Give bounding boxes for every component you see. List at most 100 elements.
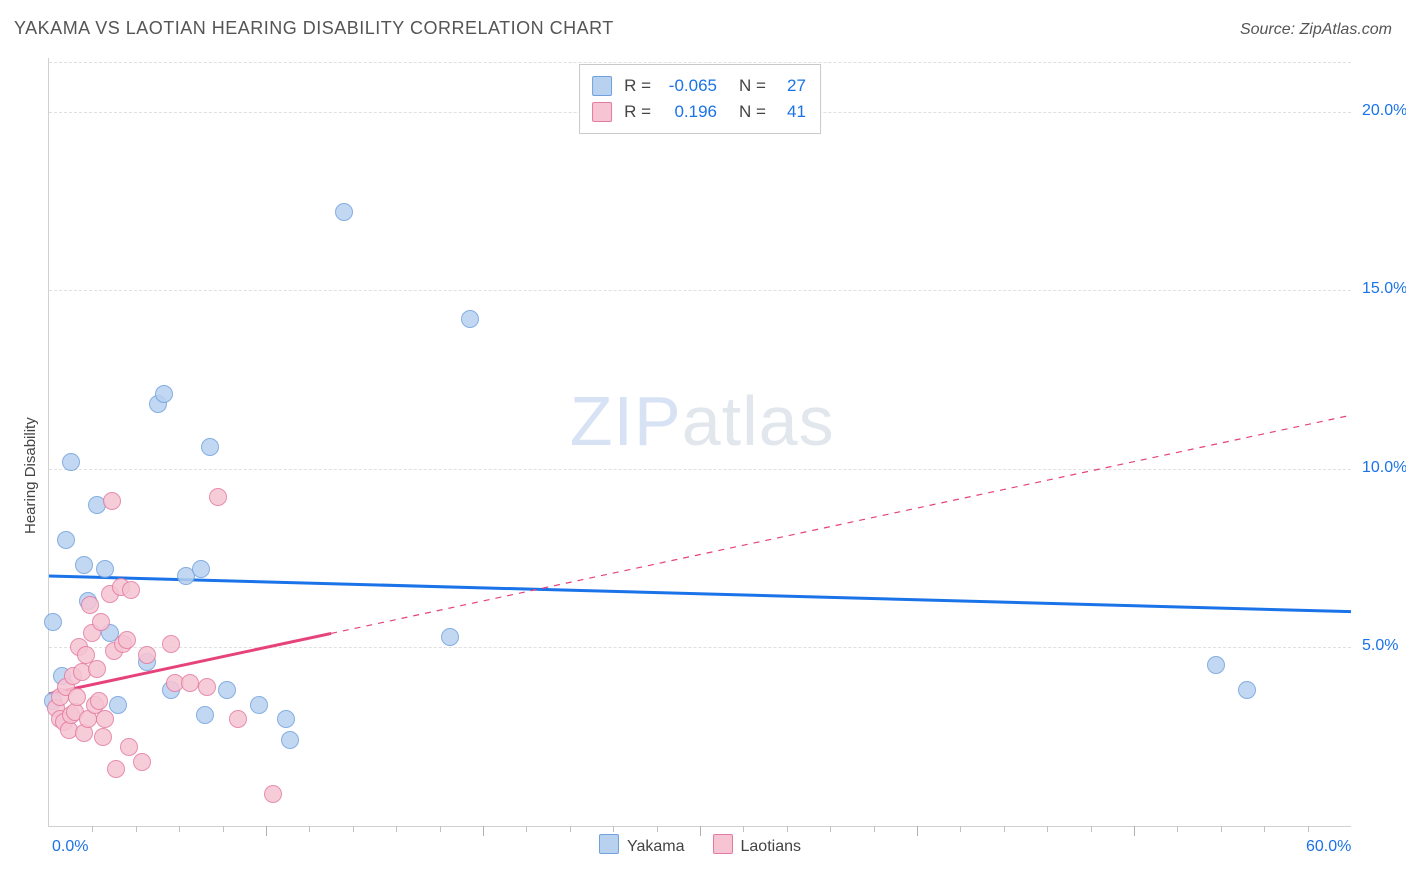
- scatter-point: [90, 692, 108, 710]
- scatter-point: [461, 310, 479, 328]
- stats-n-value: 27: [778, 73, 806, 99]
- x-tick-label: 0.0%: [52, 838, 88, 856]
- x-minor-tick: [1091, 826, 1092, 832]
- scatter-point: [277, 710, 295, 728]
- chart-title: YAKAMA VS LAOTIAN HEARING DISABILITY COR…: [14, 18, 614, 39]
- x-minor-tick: [309, 826, 310, 832]
- y-tick-label: 5.0%: [1362, 637, 1398, 655]
- trend-solid: [49, 576, 1351, 612]
- scatter-point: [122, 581, 140, 599]
- scatter-point: [88, 660, 106, 678]
- scatter-point: [229, 710, 247, 728]
- x-minor-tick: [830, 826, 831, 832]
- scatter-point: [75, 556, 93, 574]
- legend-bottom: Yakama Laotians: [599, 834, 801, 856]
- y-tick-label: 15.0%: [1362, 280, 1406, 298]
- chart-container: YAKAMA VS LAOTIAN HEARING DISABILITY COR…: [0, 0, 1406, 892]
- scatter-point: [118, 631, 136, 649]
- legend-swatch: [599, 834, 619, 854]
- y-axis-label: Hearing Disability: [22, 417, 39, 534]
- scatter-point: [107, 760, 125, 778]
- x-minor-tick: [179, 826, 180, 832]
- legend-swatch: [592, 76, 612, 96]
- x-minor-tick: [960, 826, 961, 832]
- legend-item: Yakama: [599, 834, 685, 856]
- x-tick-label: 60.0%: [1306, 838, 1351, 856]
- legend-swatch: [592, 102, 612, 122]
- stats-r-value: -0.065: [663, 73, 717, 99]
- scatter-point: [1207, 656, 1225, 674]
- x-minor-tick: [223, 826, 224, 832]
- scatter-point: [138, 646, 156, 664]
- x-minor-tick: [657, 826, 658, 832]
- stats-r-label: R =: [624, 99, 651, 125]
- scatter-point: [81, 596, 99, 614]
- legend-swatch: [713, 834, 733, 854]
- scatter-point: [94, 728, 112, 746]
- legend-item: Laotians: [713, 834, 802, 856]
- scatter-point: [281, 731, 299, 749]
- scatter-point: [133, 753, 151, 771]
- trendlines: [49, 58, 1351, 826]
- scatter-point: [209, 488, 227, 506]
- scatter-point: [181, 674, 199, 692]
- scatter-point: [155, 385, 173, 403]
- stats-n-value: 41: [778, 99, 806, 125]
- scatter-point: [192, 560, 210, 578]
- x-minor-tick: [92, 826, 93, 832]
- x-minor-tick: [787, 826, 788, 832]
- scatter-point: [1238, 681, 1256, 699]
- x-minor-tick: [613, 826, 614, 832]
- x-minor-tick: [1004, 826, 1005, 832]
- x-major-tick: [266, 826, 267, 836]
- x-minor-tick: [440, 826, 441, 832]
- stats-box: R = -0.065 N = 27 R = 0.196 N = 41: [579, 64, 821, 134]
- legend-label: Laotians: [741, 838, 802, 855]
- x-minor-tick: [1221, 826, 1222, 832]
- scatter-point: [335, 203, 353, 221]
- x-major-tick: [1134, 826, 1135, 836]
- x-major-tick: [483, 826, 484, 836]
- scatter-point: [120, 738, 138, 756]
- scatter-point: [196, 706, 214, 724]
- stats-row: R = 0.196 N = 41: [592, 99, 806, 125]
- scatter-point: [103, 492, 121, 510]
- x-major-tick: [917, 826, 918, 836]
- scatter-point: [441, 628, 459, 646]
- legend-label: Yakama: [627, 838, 685, 855]
- trend-dashed: [331, 415, 1351, 633]
- stats-r-value: 0.196: [663, 99, 717, 125]
- x-minor-tick: [1264, 826, 1265, 832]
- scatter-point: [96, 560, 114, 578]
- y-tick-label: 20.0%: [1362, 102, 1406, 120]
- scatter-point: [109, 696, 127, 714]
- x-minor-tick: [570, 826, 571, 832]
- header-row: YAKAMA VS LAOTIAN HEARING DISABILITY COR…: [14, 18, 1392, 39]
- scatter-point: [44, 613, 62, 631]
- scatter-point: [96, 710, 114, 728]
- scatter-point: [201, 438, 219, 456]
- stats-row: R = -0.065 N = 27: [592, 73, 806, 99]
- scatter-point: [162, 635, 180, 653]
- plot-area: ZIPatlas R =-0.065N =27R =0.196N =41 Yak…: [48, 58, 1351, 827]
- scatter-point: [250, 696, 268, 714]
- scatter-point: [92, 613, 110, 631]
- x-minor-tick: [136, 826, 137, 832]
- scatter-point: [57, 531, 75, 549]
- scatter-point: [68, 688, 86, 706]
- x-minor-tick: [874, 826, 875, 832]
- x-minor-tick: [1177, 826, 1178, 832]
- scatter-point: [264, 785, 282, 803]
- stats-n-label: N =: [739, 99, 766, 125]
- scatter-point: [62, 453, 80, 471]
- x-minor-tick: [526, 826, 527, 832]
- y-tick-label: 10.0%: [1362, 459, 1406, 477]
- x-minor-tick: [1047, 826, 1048, 832]
- source-label: Source: ZipAtlas.com: [1240, 21, 1392, 39]
- stats-n-label: N =: [739, 73, 766, 99]
- x-minor-tick: [353, 826, 354, 832]
- scatter-point: [218, 681, 236, 699]
- x-minor-tick: [396, 826, 397, 832]
- stats-r-label: R =: [624, 73, 651, 99]
- scatter-point: [198, 678, 216, 696]
